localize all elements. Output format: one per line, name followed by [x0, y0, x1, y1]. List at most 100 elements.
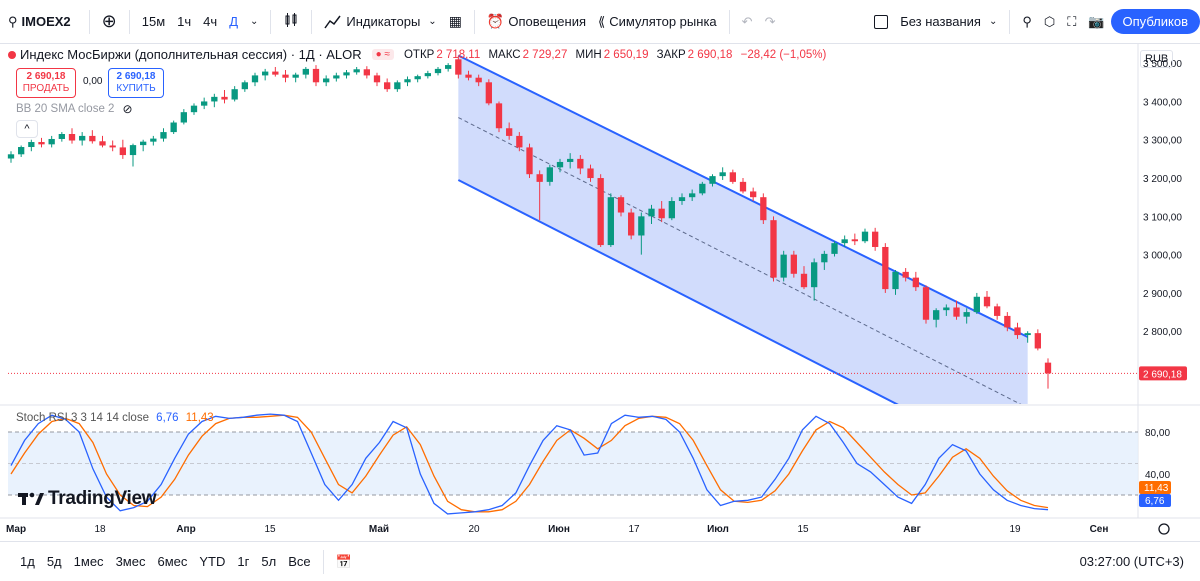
- chart-canvas[interactable]: 3 500,00 3 400,00 3 300,00 3 200,00 3 100,00…: [0, 44, 1200, 540]
- candle-body: [414, 76, 421, 80]
- candle-body: [7, 154, 15, 159]
- toolbar-divider: [728, 9, 730, 34]
- undo-icon[interactable]: ↶: [741, 13, 753, 29]
- tradingview-wordmark: TradingView: [48, 488, 157, 509]
- candle-body: [465, 74, 472, 78]
- hidden-eye-icon[interactable]: ⊘: [122, 102, 133, 116]
- bottom-bar: 1д 5д 1мес 3мес 6мес YTD 1г 5л Все 📅 03:27:00 (U…: [0, 541, 1200, 581]
- price-tick-label: 3 100,00: [1143, 212, 1182, 223]
- alerts-button[interactable]: ⏰ Оповещения: [481, 0, 592, 44]
- candle-body: [312, 68, 320, 83]
- candle-body: [404, 79, 411, 83]
- sell-price: 2 690,18: [26, 71, 66, 82]
- currency-selector[interactable]: RUB: [1140, 50, 1174, 68]
- settings-gear-icon[interactable]: ⬡: [1043, 13, 1056, 29]
- add-symbol-icon[interactable]: ⊕: [101, 11, 117, 31]
- range-button[interactable]: YTD: [199, 554, 226, 569]
- candle-body: [28, 142, 35, 148]
- axis-settings-gear-icon[interactable]: [1158, 523, 1170, 535]
- toolbar-divider: [128, 9, 130, 34]
- range-button[interactable]: 6мес: [157, 554, 188, 569]
- candle-body: [729, 172, 736, 182]
- timeframe-button[interactable]: 15м: [141, 14, 166, 29]
- chart-area[interactable]: 3 500,00 3 400,00 3 300,00 3 200,00 3 100,00…: [0, 44, 1200, 540]
- layout-menu[interactable]: Без названия ⌄: [868, 0, 1003, 44]
- candle-body: [892, 271, 899, 290]
- quick-search-icon[interactable]: ⚲: [1022, 13, 1032, 29]
- low-value: 2 650,19: [603, 48, 649, 61]
- replay-button[interactable]: ⟪ Симулятор рынка: [592, 0, 723, 44]
- toolbar-divider: [1009, 9, 1011, 34]
- indicators-button[interactable]: Индикаторы ⌄: [318, 0, 442, 44]
- range-button[interactable]: 5л: [261, 554, 277, 569]
- candle-body: [150, 138, 157, 142]
- eye-toggle-icon[interactable]: ● ≈: [371, 49, 394, 60]
- redo-icon[interactable]: ↷: [764, 13, 776, 29]
- candle-body: [353, 69, 360, 73]
- search-icon[interactable]: ⚲: [8, 13, 18, 29]
- candle-body: [648, 208, 655, 217]
- candle-body: [658, 208, 665, 219]
- candle-body: [1044, 362, 1052, 374]
- candle-body: [89, 135, 96, 142]
- symbol-name[interactable]: IMOEX2: [21, 14, 71, 29]
- range-button[interactable]: 1г: [237, 554, 250, 569]
- stoch-legend[interactable]: Stoch RSI 3 3 14 14 close 6,76 11,43: [16, 412, 214, 424]
- candle-body: [384, 82, 391, 90]
- date-range-icon[interactable]: 📅: [335, 553, 352, 569]
- candle-body: [140, 141, 147, 146]
- candle-body: [68, 134, 76, 141]
- timeframe-dropdown-icon[interactable]: ⌄: [250, 16, 259, 27]
- channel-lower-line: [457, 179, 899, 404]
- sell-button[interactable]: 2 690,18 ПРОДАТЬ: [16, 68, 76, 98]
- range-button[interactable]: 1д: [20, 554, 35, 569]
- spread-value: 0,00: [83, 76, 103, 87]
- camera-icon[interactable]: 📷: [1088, 13, 1105, 29]
- candle-body: [180, 112, 187, 123]
- candle-body: [495, 103, 503, 129]
- candle-body: [577, 158, 584, 169]
- range-button[interactable]: 1мес: [73, 554, 104, 569]
- templates-icon[interactable]: ▦: [448, 13, 462, 29]
- stoch-k-line: [10, 413, 1049, 515]
- alarm-clock-icon: ⏰: [486, 13, 505, 29]
- candle-body: [231, 89, 238, 100]
- timeframe-button[interactable]: Д: [229, 14, 238, 29]
- candle-body: [628, 212, 635, 236]
- chart-title: Индекс МосБиржи (дополнительная сессия) …: [20, 47, 362, 62]
- candle-body: [190, 105, 198, 113]
- range-button[interactable]: 5д: [46, 554, 62, 569]
- stoch-tick-label: 40,00: [1145, 470, 1170, 481]
- candle-body: [973, 296, 980, 313]
- indicators-label: Индикаторы: [346, 14, 421, 29]
- candle-body: [516, 135, 523, 148]
- alerts-label: Оповещения: [508, 14, 586, 29]
- candle-body: [445, 65, 452, 69]
- range-button[interactable]: 3мес: [115, 554, 146, 569]
- publish-button[interactable]: Опубликов: [1110, 9, 1200, 34]
- timeframe-button[interactable]: 1ч: [177, 14, 192, 29]
- collapse-legend-button[interactable]: ^: [16, 120, 38, 138]
- bb-indicator-legend[interactable]: BB 20 SMA close 2 ⊘: [16, 102, 133, 116]
- candle-body: [262, 71, 269, 76]
- buy-button[interactable]: 2 690,18 КУПИТЬ: [108, 68, 164, 98]
- regression-channel-fill: [458, 55, 1028, 404]
- fullscreen-icon[interactable]: ⛶: [1067, 13, 1077, 29]
- clock[interactable]: 03:27:00 (UTC+3): [1079, 554, 1184, 569]
- candle-body: [556, 161, 564, 168]
- candle-body: [678, 197, 686, 202]
- candle-type-icon[interactable]: [277, 8, 305, 35]
- candle-body: [709, 176, 716, 184]
- range-button[interactable]: Все: [288, 554, 311, 569]
- candle-body: [48, 138, 55, 145]
- timeframe-group: 15м 1ч 4ч Д: [136, 0, 244, 44]
- candle-body: [994, 306, 1001, 316]
- candle-body: [272, 71, 279, 75]
- timeframe-button[interactable]: 4ч: [203, 14, 218, 29]
- tradingview-logo[interactable]: TradingView: [18, 488, 157, 510]
- candle-body: [119, 147, 126, 156]
- time-tick-label: 15: [264, 524, 276, 535]
- candle-body: [79, 135, 86, 141]
- candle-body: [282, 74, 289, 78]
- toolbar-divider: [322, 549, 324, 574]
